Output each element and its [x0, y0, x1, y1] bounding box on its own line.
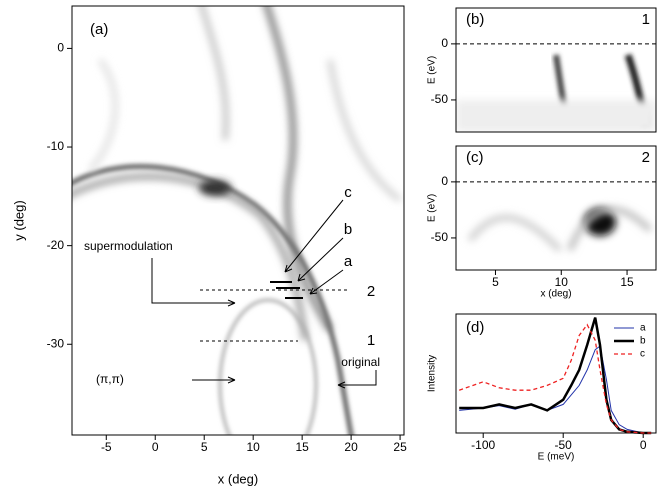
series-line	[459, 317, 652, 435]
x-tick-label: 20	[344, 440, 358, 454]
annotation: (b)	[466, 11, 484, 28]
annotation: (c)	[466, 149, 484, 166]
x-tick-label: 5	[201, 440, 208, 454]
x-tick-label: 25	[393, 440, 407, 454]
legend-label: c	[640, 349, 645, 360]
y-tick-label: -10	[47, 139, 65, 153]
cut-markers	[151, 199, 377, 389]
x-tick-label: -50	[555, 438, 573, 452]
annotation: b	[344, 221, 352, 238]
x-tick-label: 15	[620, 275, 634, 289]
annotation: 2	[642, 149, 650, 166]
annotation: (a)	[90, 21, 108, 38]
y-tick-label: 0	[57, 41, 64, 55]
plot-frame	[455, 145, 657, 271]
annotation: 1	[367, 332, 375, 349]
intensity-map	[72, 6, 402, 435]
y-tick-label: -50	[431, 230, 449, 244]
y-tick-label: -20	[47, 238, 65, 252]
legend-label: b	[640, 336, 646, 347]
x-tick-label: 0	[152, 440, 159, 454]
x-tick-label: 5	[492, 275, 499, 289]
annotation: 2	[367, 283, 375, 300]
plot-frame	[455, 7, 657, 133]
x-axis-label: x (deg)	[540, 289, 571, 300]
series-line	[459, 345, 652, 434]
annotation: 1	[642, 11, 650, 28]
annotation: (d)	[466, 319, 484, 336]
x-tick-label: -100	[471, 438, 495, 452]
y-tick-label: 0	[441, 36, 448, 50]
x-axis-label: x (deg)	[218, 471, 258, 486]
legend-label: a	[640, 323, 646, 334]
x-tick-label: -5	[101, 440, 112, 454]
annotation: (π,π)	[96, 372, 124, 386]
intensity-map	[456, 53, 656, 132]
x-tick-label: 10	[555, 275, 569, 289]
y-axis-label: y (deg)	[11, 200, 26, 240]
y-tick-label: -30	[47, 336, 65, 350]
series-line	[458, 323, 652, 434]
x-axis-label: E (meV)	[538, 452, 575, 463]
annotation: original	[341, 355, 380, 369]
y-tick-label: 0	[441, 174, 448, 188]
y-axis-label: E (eV)	[427, 56, 438, 84]
x-tick-label: 10	[247, 440, 261, 454]
y-axis-label: E (eV)	[427, 194, 438, 222]
annotation: c	[344, 184, 352, 201]
x-tick-label: 15	[295, 440, 309, 454]
intensity-map	[467, 206, 653, 253]
x-tick-label: 0	[640, 438, 647, 452]
y-axis-label: Intensity	[427, 355, 438, 392]
annotation: a	[344, 253, 353, 270]
plot-frame	[455, 313, 657, 434]
annotation: supermodulation	[84, 239, 173, 253]
plot-frame	[71, 5, 405, 436]
y-tick-label: -50	[431, 92, 449, 106]
